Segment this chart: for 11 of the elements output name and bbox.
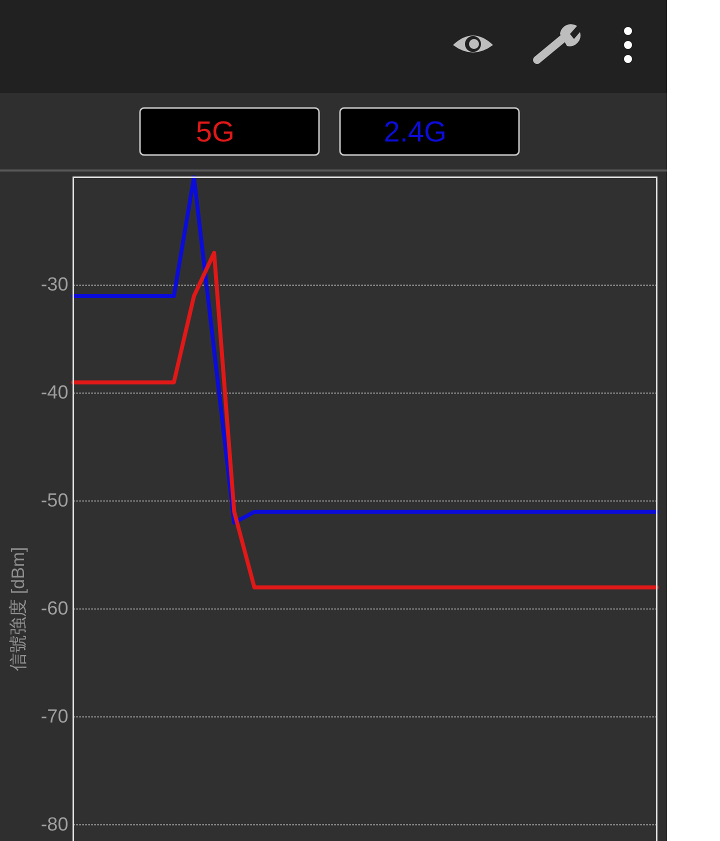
y-tick-label: -40: [40, 382, 68, 404]
text: 2.4G: [384, 116, 447, 148]
y-tick-label: -50: [40, 490, 68, 512]
y-axis-title: 信號強度 [dBm]: [8, 546, 28, 671]
y-tick-label: -30: [40, 274, 68, 296]
line-series: [71, 250, 659, 590]
y-tick-label: -70: [40, 706, 68, 728]
line-series: [71, 175, 659, 525]
text: 5G: [196, 116, 235, 148]
y-tick-label: -80: [40, 814, 68, 836]
y-tick-label: -60: [40, 598, 68, 620]
